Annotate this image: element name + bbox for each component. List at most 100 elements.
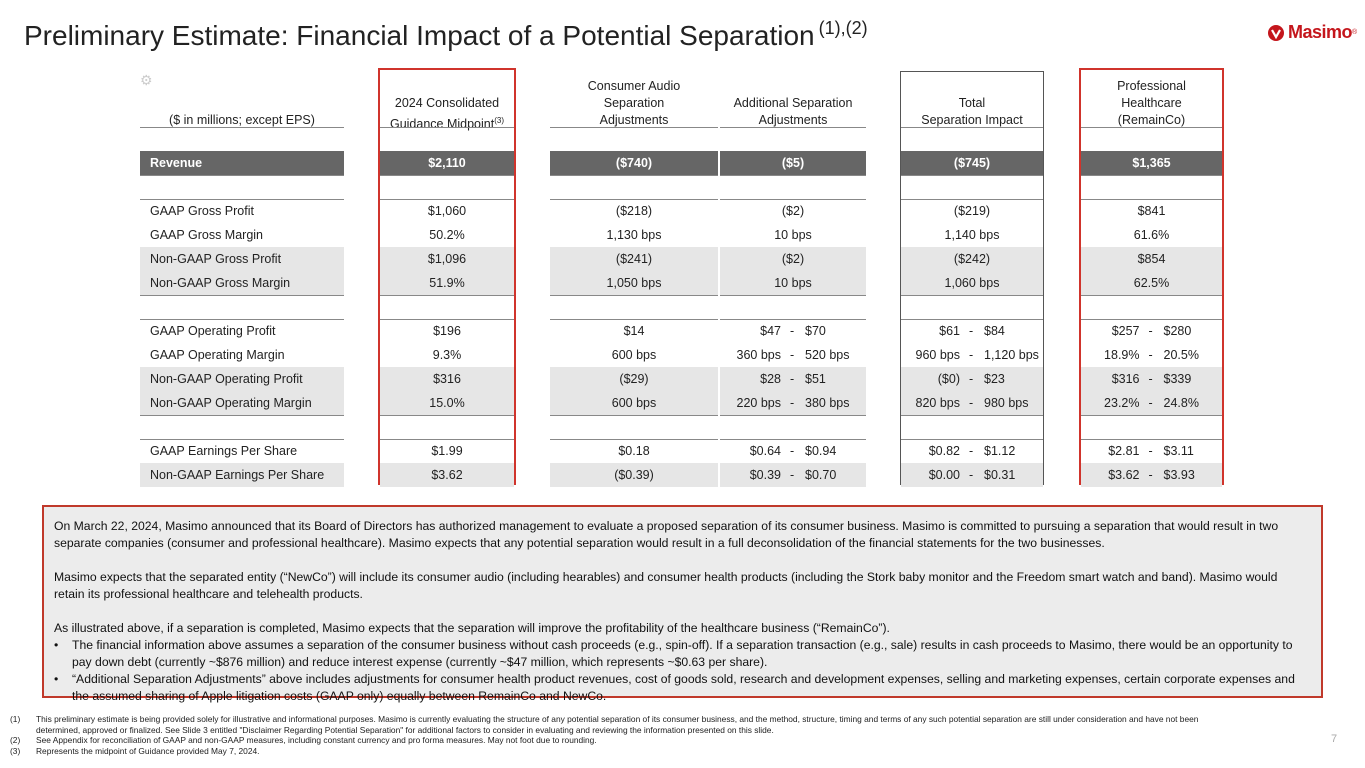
info-bullets: The financial information above assumes … [54,637,1311,705]
revenue-c2: ($740) [550,151,718,175]
row-value-c5: 62.5% [1081,271,1222,295]
range-high: 20.5% [1163,348,1199,362]
row-value-c2: $0.18 [618,444,650,458]
row-value-c1: 15.0% [380,391,514,415]
range-dash: - [969,372,974,386]
row-value-c3: ($2) [720,247,866,271]
range-high: $0.70 [805,468,837,482]
footnote: (3) Represents the midpoint of Guidance p… [10,745,260,756]
range-dash: - [790,324,795,338]
range-high: $3.11 [1163,444,1194,458]
row-value-c2: $14 [623,324,645,338]
range-low: 23.2% [1104,396,1140,410]
row-value-c3: $0.39- $0.70 [720,463,866,487]
range-high: 980 bps [984,396,1029,410]
row-divider [140,295,344,296]
row-divider [901,439,1043,440]
range-dash: - [790,348,795,362]
row-value-c4: $61- $84 [901,319,1043,343]
row-value-c5: $854 [1081,247,1222,271]
range-high: $51 [805,372,826,386]
row-value-c4: ($242) [901,247,1043,271]
row-value-c2: 1,050 bps [550,271,718,295]
range-high: $0.94 [805,444,837,458]
row-divider [380,199,514,200]
row-value-c5: 18.9% -20.5% [1081,343,1222,367]
range-high: $339 [1163,372,1192,386]
revenue-label: Revenue [140,151,344,175]
table-row: Non-GAAP Operating Profit $316 ($29) $28- $5… [0,367,1365,391]
range-low: $0.39 [749,468,781,482]
header-col5: Professional Healthcare (RemainCo) [1117,79,1186,127]
range-dash: - [969,348,974,362]
row-value-c4: 1,140 bps [944,228,1000,242]
range-low: 820 bps [915,396,960,410]
range-high: $0.31 [984,468,1016,482]
row-divider [901,175,1043,176]
range-low: ($0) [937,372,960,386]
table-row: Non-GAAP Earnings Per Share $3.62 ($0.39) $… [0,463,1365,487]
row-value-c3: $0.64- $0.94 [720,439,866,463]
range-low: $28 [760,372,781,386]
footnote: (2) See Appendix for reconciliation of GA… [10,735,597,745]
settings-icon: ⚙ [140,72,153,88]
range-dash: - [1148,444,1153,458]
row-value-c4: $0.00- $0.31 [901,463,1043,487]
range-dash: - [969,396,974,410]
info-paragraph: On March 22, 2024, Masimo announced that… [54,519,1279,550]
range-dash: - [790,372,795,386]
row-value-c3: ($2) [781,204,805,218]
table-row: GAAP Earnings Per Share $1.99 $0.18 $0.64- $… [0,439,1365,463]
row-divider [550,319,718,320]
row-label: GAAP Earnings Per Share [150,444,298,458]
row-label: Non-GAAP Operating Profit [140,367,344,391]
revenue-c5: $1,365 [1081,151,1222,175]
range-low: $61 [939,324,960,338]
range-high: $70 [805,324,826,338]
row-label: GAAP Operating Profit [150,324,276,338]
row-divider [140,199,344,200]
row-divider [1081,199,1222,200]
range-high: $280 [1163,324,1192,338]
row-value-c4: 820 bps -980 bps [901,391,1043,415]
range-low: $0.82 [928,444,960,458]
row-divider [140,439,344,440]
revenue-c3: ($5) [720,151,866,175]
range-low: $257 [1111,324,1140,338]
footnote: (1) This preliminary estimate is being pr… [10,714,1199,735]
row-divider [1081,319,1222,320]
table-row: Non-GAAP Gross Profit $1,096 ($241) ($2) ($2… [0,247,1365,271]
table-row: GAAP Operating Margin 9.3% 600 bps 360 bps -… [0,343,1365,367]
row-divider [901,319,1043,320]
range-high: 24.8% [1163,396,1199,410]
revenue-c4: ($745) [901,151,1043,175]
row-divider [720,199,866,200]
row-divider [901,415,1043,416]
row-value-c2: ($0.39) [550,463,718,487]
row-value-c4: ($0) - $23 [901,367,1043,391]
row-divider [140,415,344,416]
row-value-c2: 600 bps [611,348,657,362]
range-low: 220 bps [736,396,781,410]
row-value-c1: 9.3% [432,348,462,362]
masimo-logo-icon [1268,24,1284,41]
row-value-c1: 50.2% [429,228,465,242]
row-divider [720,295,866,296]
range-dash: - [790,396,795,410]
range-low: $47 [760,324,781,338]
row-divider [901,199,1043,200]
row-label: GAAP Gross Margin [150,228,264,242]
range-high: $23 [984,372,1005,386]
table-row: GAAP Operating Profit $196 $14 $47- $70 $61- $… [0,319,1365,343]
info-paragraph: Masimo expects that the separated entity… [54,570,1278,601]
row-value-c1: $3.62 [380,463,514,487]
info-bullet: “Additional Separation Adjustments” abov… [54,671,1311,705]
masimo-logo: Masimo ® [1267,22,1357,43]
row-value-c1: $196 [433,324,461,338]
range-low: $0.00 [928,468,960,482]
row-divider [1081,439,1222,440]
row-divider [380,415,514,416]
row-value-c4: ($219) [953,204,991,218]
row-divider [380,439,514,440]
table-row: GAAP Gross Profit $1,060 ($218) ($2) ($219) $… [0,199,1365,223]
